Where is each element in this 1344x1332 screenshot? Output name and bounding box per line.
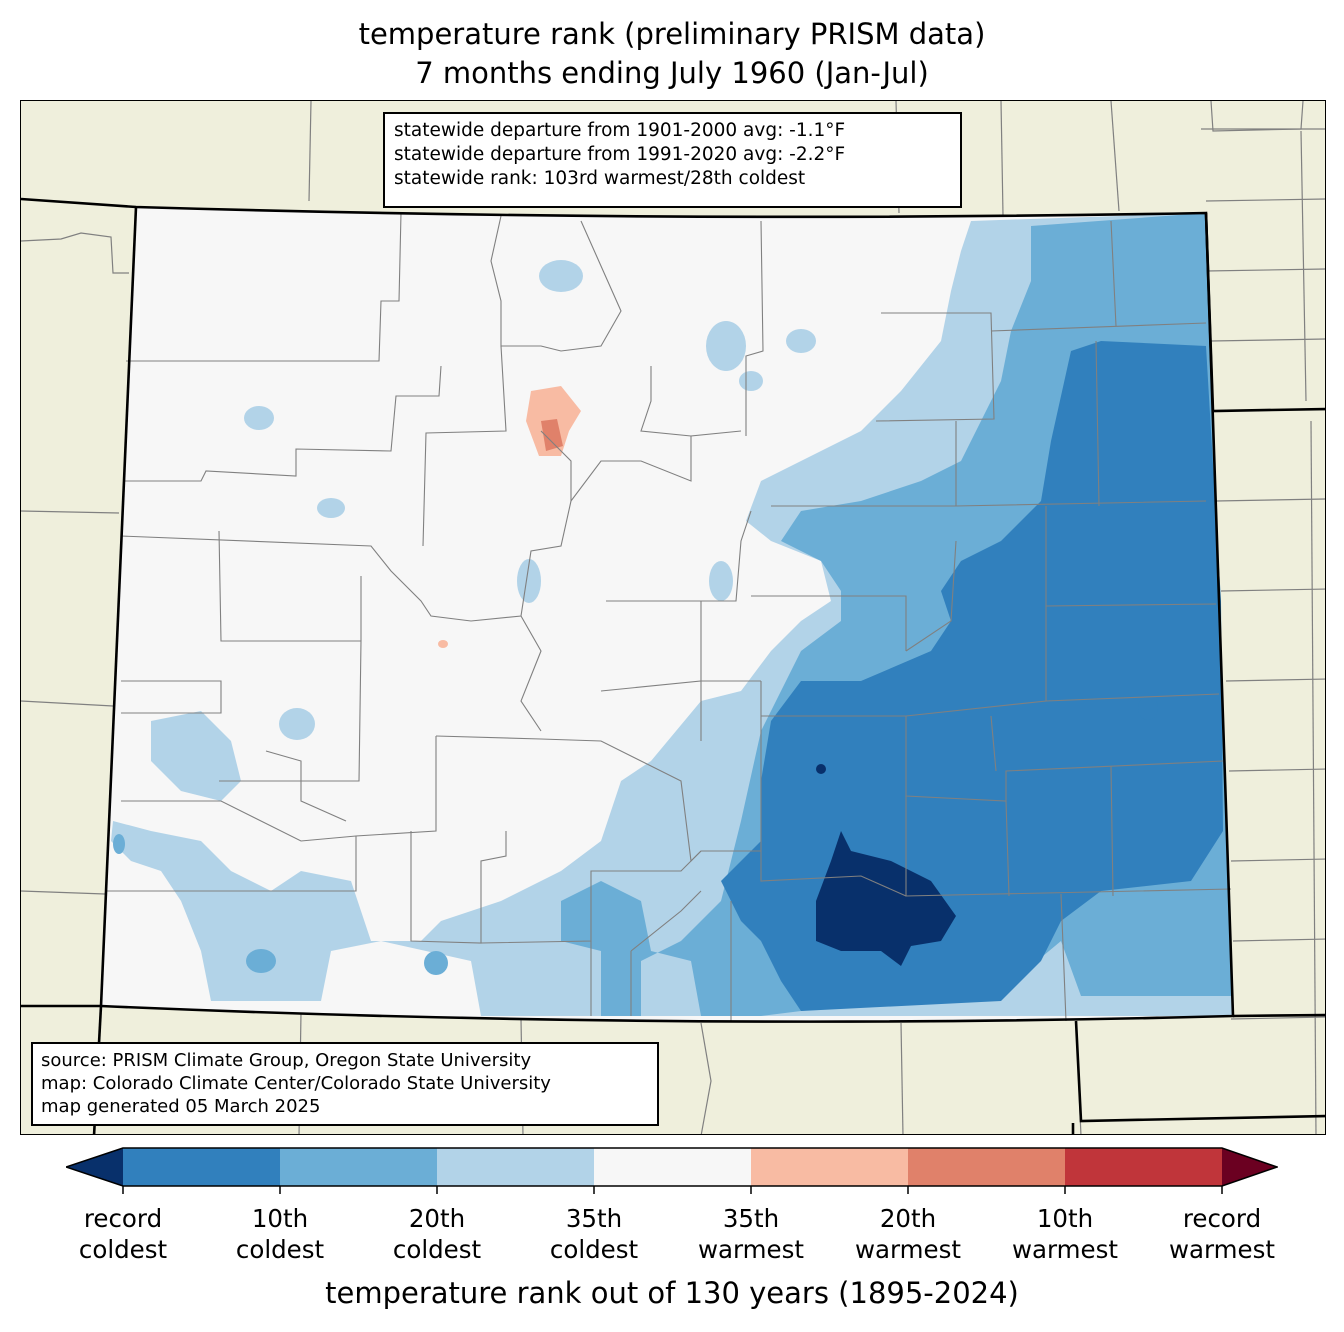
map-canvas: [21, 101, 1325, 1134]
statewide-rank: statewide rank: 103rd warmest/28th colde…: [394, 168, 806, 189]
colorbar-title: temperature rank out of 130 years (1895-…: [325, 1276, 1019, 1310]
departure-1991-2020: statewide departure from 1991-2020 avg: …: [394, 144, 846, 165]
colorado-county-lines: [106, 212, 1232, 1022]
tick-label-10th-warmest: 10th warmest: [1011, 1204, 1118, 1264]
departure-1901-2000: statewide departure from 1901-2000 avg: …: [394, 120, 846, 141]
state-borders: [21, 197, 1325, 1134]
statewide-stats-box: statewide departure from 1901-2000 avg: …: [383, 112, 962, 208]
colorbar-seg-3: [437, 1148, 594, 1186]
colorbar-tick-marks: [122, 1186, 1223, 1194]
band-below-record-coldest: [816, 831, 956, 966]
colorado-rank-map: [20, 100, 1326, 1135]
small-warm-spot: [438, 640, 448, 648]
source-box: source: PRISM Climate Group, Oregon Stat…: [31, 1042, 659, 1126]
source-line: source: PRISM Climate Group, Oregon Stat…: [41, 1050, 532, 1071]
colorbar-arrow-left: [66, 1148, 123, 1186]
tick-label-35th-coldest: 35th coldest: [549, 1204, 639, 1264]
tick-label-20th-coldest: 20th coldest: [392, 1204, 482, 1264]
map-title-line2: 7 months ending July 1960 (Jan-Jul): [415, 56, 929, 90]
colorbar-arrow-right: [1222, 1148, 1277, 1186]
record-coldest-spot: [816, 764, 826, 774]
tick-label-10th-coldest: 10th coldest: [235, 1204, 325, 1264]
colorbar-seg-2: [280, 1148, 437, 1186]
colorbar-seg-1: [123, 1148, 280, 1186]
tick-label-record-warmest: record warmest: [1168, 1204, 1275, 1264]
map-credit-line: map: Colorado Climate Center/Colorado St…: [41, 1073, 551, 1094]
map-title-line1: temperature rank (preliminary PRISM data…: [358, 17, 986, 51]
colorbar-seg-7: [1065, 1148, 1222, 1186]
colorbar: [66, 1147, 1278, 1194]
tick-label-20th-warmest: 20th warmest: [854, 1204, 961, 1264]
tick-label-35th-warmest: 35th warmest: [697, 1204, 804, 1264]
tick-label-record-coldest: record coldest: [78, 1204, 168, 1264]
colorbar-seg-6: [908, 1148, 1065, 1186]
colorbar-seg-4: [594, 1148, 751, 1186]
colorbar-seg-5: [751, 1148, 908, 1186]
generated-date-line: map generated 05 March 2025: [41, 1096, 321, 1117]
band-20-10-warmest: [541, 419, 563, 451]
